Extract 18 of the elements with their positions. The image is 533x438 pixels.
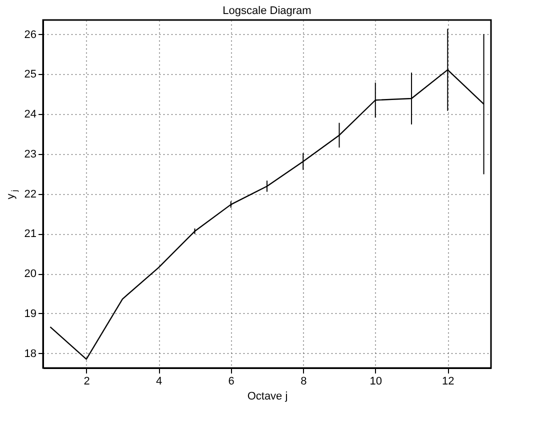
y-axis-title: yj [5,190,19,200]
chart-title: Logscale Diagram [222,5,312,17]
x-tick-label: 2 [84,376,90,388]
x-axis-title: Octave j [247,390,288,402]
x-tick-label: 10 [370,376,382,388]
y-tick-label: 23 [24,148,36,160]
y-tick-label: 25 [24,68,36,81]
y-tick-label: 26 [24,28,36,41]
x-tick-label: 8 [300,376,307,388]
x-tick-label: 4 [156,376,162,388]
y-tick-label: 22 [24,188,36,200]
x-tick-label: 12 [442,376,454,388]
y-tick-label: 19 [24,308,36,320]
x-tick-label: 6 [228,376,234,388]
y-tick-label: 18 [24,348,36,360]
y-tick-label: 21 [24,228,36,240]
y-tick-label: 20 [24,268,36,280]
y-tick-label: 24 [24,108,36,121]
